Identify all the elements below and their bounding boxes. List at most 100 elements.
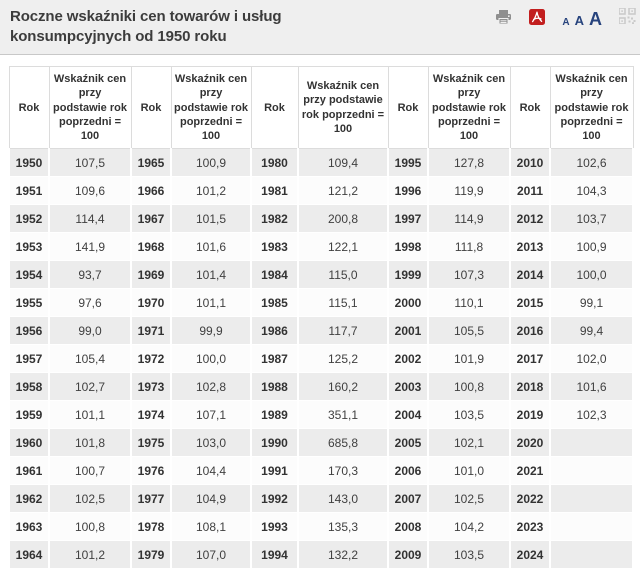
index-value-cell: 119,9	[427, 176, 511, 206]
index-value-cell: 101,5	[170, 204, 252, 234]
year-cell: 2006	[387, 456, 429, 486]
toolbar: A A A	[495, 7, 636, 29]
index-value-cell: 105,5	[427, 316, 511, 346]
year-cell: 1994	[250, 540, 299, 569]
index-value-cell: 110,1	[427, 288, 511, 318]
index-value-cell: 100,8	[48, 512, 132, 542]
printer-icon	[495, 9, 512, 28]
year-column-header: Rok	[509, 65, 551, 150]
index-value-cell: 685,8	[297, 428, 389, 458]
index-column-header: Wskaźnik cen przy podstawie rok poprzedn…	[48, 65, 132, 150]
index-value-cell: 132,2	[297, 540, 389, 569]
index-value-cell: 101,0	[427, 456, 511, 486]
index-column-header: Wskaźnik cen przy podstawie rok poprzedn…	[549, 65, 634, 150]
year-cell: 1979	[130, 540, 172, 569]
year-cell: 2001	[387, 316, 429, 346]
index-value-cell: 102,6	[549, 148, 634, 178]
index-value-cell: 102,3	[549, 400, 634, 430]
index-value-cell: 122,1	[297, 232, 389, 262]
print-button[interactable]	[495, 9, 512, 28]
year-cell: 2007	[387, 484, 429, 514]
index-value-cell: 93,7	[48, 260, 132, 290]
table-row: 1958 102,7 1973 102,8 1988 160,2 2003 100,8 2018…	[8, 372, 634, 402]
table-row: 1964 101,2 1979 107,0 1994 132,2 2009 103,5 2024	[8, 540, 634, 569]
index-value-cell: 104,9	[170, 484, 252, 514]
table-row: 1961 100,7 1976 104,4 1991 170,3 2006 101,0 2021	[8, 456, 634, 486]
year-cell: 1985	[250, 288, 299, 318]
year-cell: 2019	[509, 400, 551, 430]
year-cell: 1955	[8, 288, 50, 318]
year-cell: 1962	[8, 484, 50, 514]
index-value-cell: 117,7	[297, 316, 389, 346]
page-title: Roczne wskaźniki cen towarów i usług kon…	[10, 8, 282, 45]
year-cell: 2004	[387, 400, 429, 430]
index-value-cell: 104,2	[427, 512, 511, 542]
year-cell: 1957	[8, 344, 50, 374]
year-cell: 1996	[387, 176, 429, 206]
year-cell: 1959	[8, 400, 50, 430]
year-cell: 1969	[130, 260, 172, 290]
pdf-export-button[interactable]	[529, 9, 546, 28]
year-column-header: Rok	[387, 65, 429, 150]
year-cell: 2022	[509, 484, 551, 514]
table-row: 1963 100,8 1978 108,1 1993 135,3 2008 104,2 2023	[8, 512, 634, 542]
year-column-header: Rok	[250, 65, 299, 150]
index-value-cell: 103,7	[549, 204, 634, 234]
font-size-large-button[interactable]: A	[589, 8, 602, 29]
index-value-cell: 115,0	[297, 260, 389, 290]
index-value-cell: 99,9	[170, 316, 252, 346]
year-cell: 1991	[250, 456, 299, 486]
year-cell: 1986	[250, 316, 299, 346]
index-value-cell: 109,4	[297, 148, 389, 178]
index-value-cell: 109,6	[48, 176, 132, 206]
index-value-cell: 115,1	[297, 288, 389, 318]
year-cell: 2024	[509, 540, 551, 569]
font-size-medium-button[interactable]: A	[574, 12, 584, 28]
index-value-cell: 99,0	[48, 316, 132, 346]
year-column-header: Rok	[8, 65, 50, 150]
year-cell: 1971	[130, 316, 172, 346]
year-cell: 2018	[509, 372, 551, 402]
year-cell: 1964	[8, 540, 50, 569]
index-value-cell: 101,2	[170, 176, 252, 206]
index-value-cell: 141,9	[48, 232, 132, 262]
index-value-cell: 104,3	[549, 176, 634, 206]
year-cell: 1992	[250, 484, 299, 514]
page-header: Roczne wskaźniki cen towarów i usług kon…	[0, 0, 640, 55]
year-cell: 1958	[8, 372, 50, 402]
index-value-cell	[549, 540, 634, 569]
index-value-cell: 100,8	[427, 372, 511, 402]
year-cell: 2000	[387, 288, 429, 318]
table-row: 1955 97,6 1970 101,1 1985 115,1 2000 110,1 2015 9…	[8, 288, 634, 318]
font-size-controls: A A A	[562, 10, 602, 28]
year-cell: 2009	[387, 540, 429, 569]
year-cell: 2014	[509, 260, 551, 290]
year-cell: 2010	[509, 148, 551, 178]
index-value-cell: 100,0	[549, 260, 634, 290]
index-value-cell: 160,2	[297, 372, 389, 402]
year-cell: 1965	[130, 148, 172, 178]
index-value-cell: 125,2	[297, 344, 389, 374]
table-row: 1957 105,4 1972 100,0 1987 125,2 2002 101,9 2017…	[8, 344, 634, 374]
index-value-cell: 101,4	[170, 260, 252, 290]
year-cell: 2020	[509, 428, 551, 458]
table-row: 1960 101,8 1975 103,0 1990 685,8 2005 102,1 2020	[8, 428, 634, 458]
year-cell: 1961	[8, 456, 50, 486]
index-value-cell: 102,1	[427, 428, 511, 458]
year-cell: 1984	[250, 260, 299, 290]
year-cell: 2003	[387, 372, 429, 402]
index-value-cell: 97,6	[48, 288, 132, 318]
year-cell: 1993	[250, 512, 299, 542]
index-value-cell: 101,8	[48, 428, 132, 458]
index-value-cell: 135,3	[297, 512, 389, 542]
year-cell: 1954	[8, 260, 50, 290]
font-size-small-button[interactable]: A	[562, 16, 570, 28]
year-cell: 1976	[130, 456, 172, 486]
year-cell: 1975	[130, 428, 172, 458]
table-row: 1953 141,9 1968 101,6 1983 122,1 1998 111,8 2013…	[8, 232, 634, 262]
index-value-cell	[549, 484, 634, 514]
year-cell: 2013	[509, 232, 551, 262]
index-value-cell	[549, 456, 634, 486]
index-value-cell: 108,1	[170, 512, 252, 542]
year-cell: 2005	[387, 428, 429, 458]
